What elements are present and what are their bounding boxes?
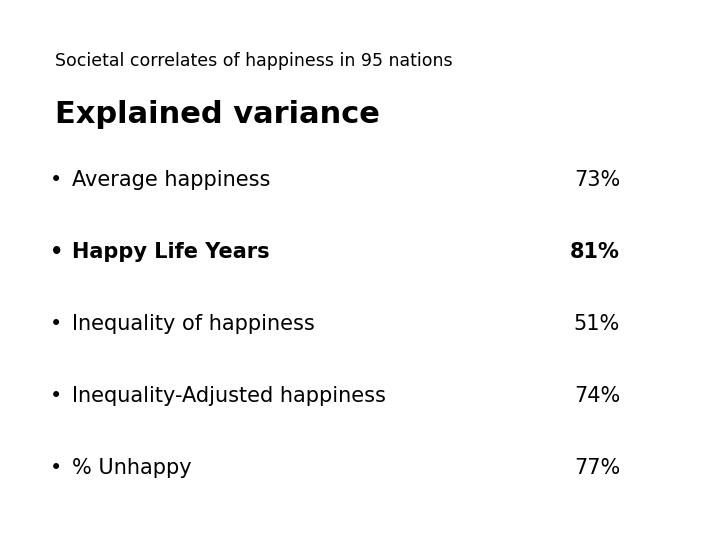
- Text: Explained variance: Explained variance: [55, 100, 380, 129]
- Text: Happy Life Years: Happy Life Years: [72, 242, 269, 262]
- Text: •: •: [50, 170, 62, 190]
- Text: 77%: 77%: [574, 458, 620, 478]
- Text: Average happiness: Average happiness: [72, 170, 271, 190]
- Text: Inequality of happiness: Inequality of happiness: [72, 314, 315, 334]
- Text: •: •: [50, 242, 63, 262]
- Text: 81%: 81%: [570, 242, 620, 262]
- Text: 51%: 51%: [574, 314, 620, 334]
- Text: •: •: [50, 458, 62, 478]
- Text: 73%: 73%: [574, 170, 620, 190]
- Text: % Unhappy: % Unhappy: [72, 458, 192, 478]
- Text: Societal correlates of happiness in 95 nations: Societal correlates of happiness in 95 n…: [55, 52, 453, 70]
- Text: 74%: 74%: [574, 386, 620, 406]
- Text: •: •: [50, 314, 62, 334]
- Text: Inequality-Adjusted happiness: Inequality-Adjusted happiness: [72, 386, 386, 406]
- Text: •: •: [50, 386, 62, 406]
